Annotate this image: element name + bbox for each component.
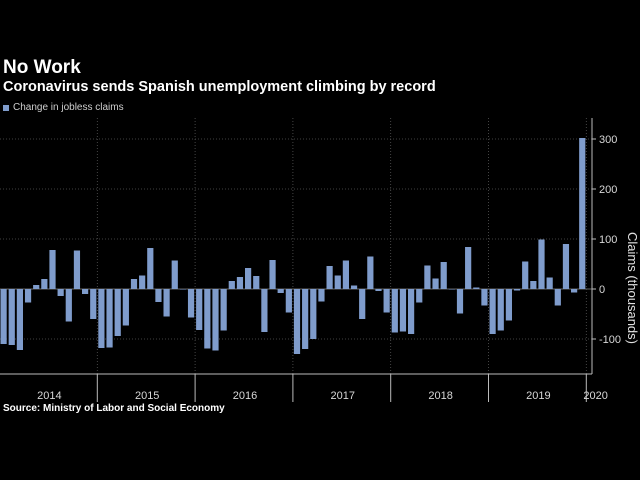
bar [432,278,439,289]
bar [554,289,561,306]
legend-swatch [3,104,9,111]
bar [465,247,472,289]
bar [204,289,211,349]
bar [293,289,301,354]
bar [359,289,366,319]
bar [579,138,586,289]
bar [310,289,317,339]
bar [383,289,390,313]
bar [530,281,537,289]
bar [302,289,309,349]
bar [8,289,15,345]
x-tick-label: 2019 [526,390,550,402]
bar [440,262,447,289]
bar [481,289,488,306]
bars-group [0,138,586,354]
bar [16,289,23,350]
bar [399,289,407,332]
x-tick-label: 2016 [233,390,257,402]
bar [391,289,398,333]
bar [90,289,97,319]
y-tick-label: 0 [599,284,605,296]
y-axis-label: Claims (thousands) [625,232,640,344]
bar [489,289,496,334]
bar [220,289,227,331]
bar [269,260,276,289]
bar [33,285,40,289]
bar [342,260,349,289]
bar [277,289,284,293]
bar [350,285,358,289]
bar [163,289,170,317]
bar [0,289,7,344]
x-tick-label: 2017 [331,390,355,402]
y-tick-label: 100 [599,234,617,246]
bar [546,277,553,289]
bar [538,239,545,289]
bar [98,289,105,348]
bar [253,276,260,289]
bar [171,260,178,289]
bar [513,289,521,291]
bar [73,250,81,289]
bar [236,277,244,289]
bar [367,256,374,289]
bar [187,289,195,318]
bar [147,248,154,289]
bar [562,244,570,289]
source-note: Source: Ministry of Labor and Social Eco… [3,403,225,414]
x-tick-label: 2015 [135,390,159,402]
bar [375,289,382,291]
bar [497,289,504,331]
bar [522,261,529,289]
bar [82,289,89,294]
bar [326,266,333,289]
bar [106,289,113,348]
bar [245,268,252,289]
y-tick-label: 300 [599,134,617,146]
bar [448,289,455,290]
bar [155,289,162,302]
bar [57,289,64,296]
bar [212,289,219,351]
bar [408,289,415,334]
bar [416,289,423,303]
x-tick-label: 2018 [428,390,452,402]
bar [41,279,48,289]
legend: Change in jobless claims [3,102,124,113]
bar [334,275,341,289]
bar [24,289,32,303]
bar [424,265,431,289]
bar [285,289,292,313]
bar [228,281,235,289]
axes-group: -100 0 100 200 300 2014 2015 2016 2017 2018 2019 20… [0,118,621,402]
bar [473,287,480,289]
bar [318,289,325,302]
chart-title: No Work [3,57,81,78]
bar [122,289,129,326]
x-tick-label: 2020 [583,390,607,402]
legend-label: Change in jobless claims [13,102,124,113]
bar [49,250,56,289]
bar [65,289,72,322]
bar [571,289,578,293]
bar [139,275,146,289]
bar [196,289,203,330]
y-tick-label: 200 [599,184,617,196]
y-tick-label: -100 [599,334,621,346]
chart-subtitle: Coronavirus sends Spanish unemployment c… [3,79,436,95]
bar [114,289,121,336]
x-tick-label: 2014 [37,390,61,402]
bar [456,289,464,314]
bar [179,289,186,290]
bar [130,279,138,289]
bar [261,289,268,332]
bar [505,289,512,321]
